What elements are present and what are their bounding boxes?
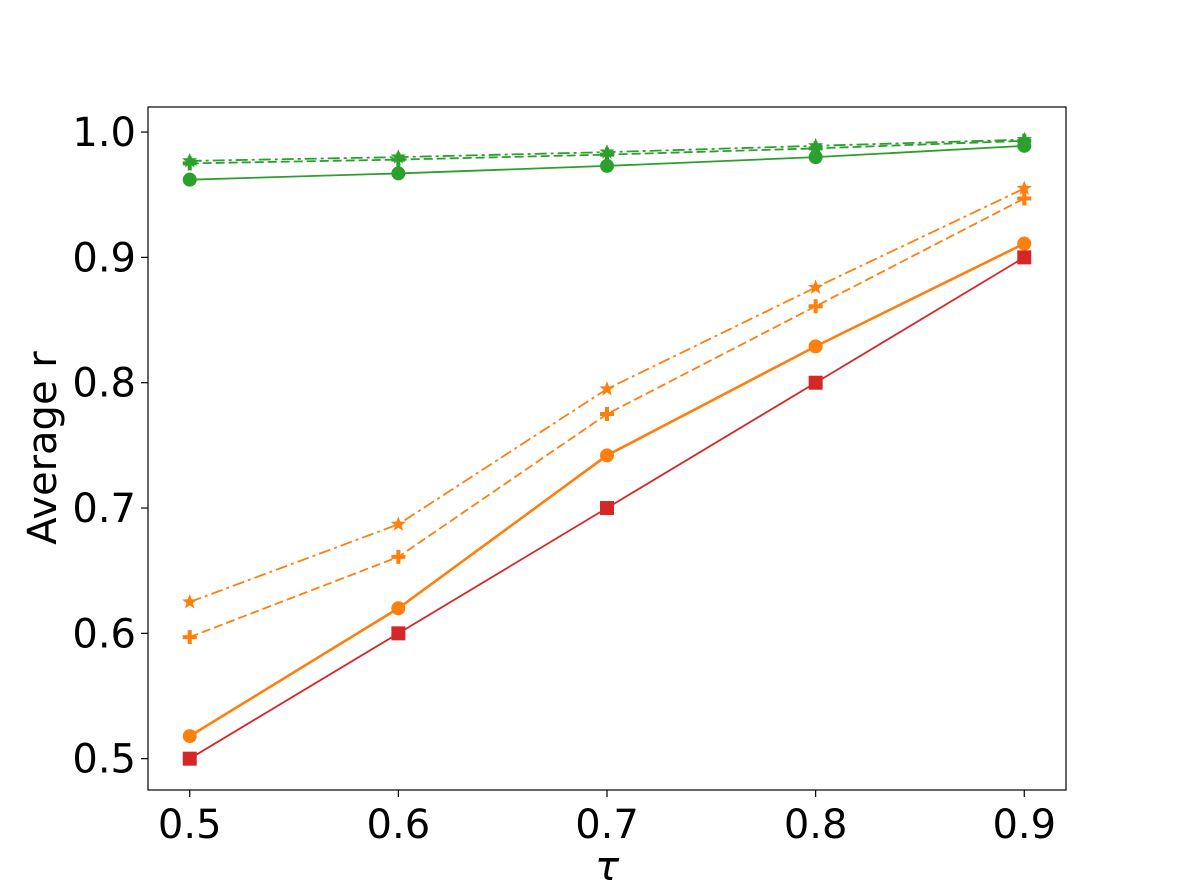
x-tick-label: 0.9 [992,802,1056,848]
series-4 [182,191,1032,645]
y-axis: 0.5 0.6 0.7 0.8 0.9 1.0 [72,110,148,783]
data-point [1016,131,1032,147]
data-point [391,549,406,564]
series-5 [182,180,1032,609]
data-point [808,137,824,153]
y-tick-label: 0.8 [72,361,136,407]
data-point [808,279,824,294]
data-point [182,172,197,187]
data-point [390,516,406,531]
data-point [1017,250,1032,265]
data-point [808,299,823,314]
data-point [1017,236,1032,251]
data-point [600,158,614,173]
y-tick-label: 1.0 [72,110,136,156]
x-axis: 0.5 0.6 0.7 0.8 0.9 [158,790,1056,848]
data-point [391,166,406,181]
series-3 [182,236,1032,744]
x-axis-label: τ [595,844,620,888]
data-point [600,501,614,516]
data-point [391,601,406,616]
y-tick-label: 0.6 [72,611,136,657]
series-2 [182,131,1032,168]
data-point [600,448,614,463]
data-point [182,729,197,744]
y-tick-label: 0.5 [72,737,136,783]
data-point [391,626,406,641]
x-tick-label: 0.6 [367,802,431,848]
series-line [189,242,1025,738]
data-point [1016,180,1032,195]
data-point [600,407,614,422]
series-line [189,187,1025,603]
data-point [182,594,198,609]
data-point [808,150,823,165]
x-tick-label: 0.8 [784,802,848,848]
data-point [390,149,406,164]
data-point [599,144,615,159]
y-axis-label: Average r [20,351,66,545]
data-point [808,375,823,390]
y-tick-label: 0.9 [72,235,136,281]
data-point [182,152,198,168]
series-6 [182,250,1032,766]
y-tick-label: 0.7 [72,486,136,532]
x-tick-label: 0.7 [575,802,639,848]
data-point [599,380,615,396]
series-layer [182,131,1032,766]
data-point [182,630,197,645]
data-point [1017,191,1032,206]
data-point [808,339,823,354]
data-point [182,751,197,766]
x-tick-label: 0.5 [158,802,222,848]
